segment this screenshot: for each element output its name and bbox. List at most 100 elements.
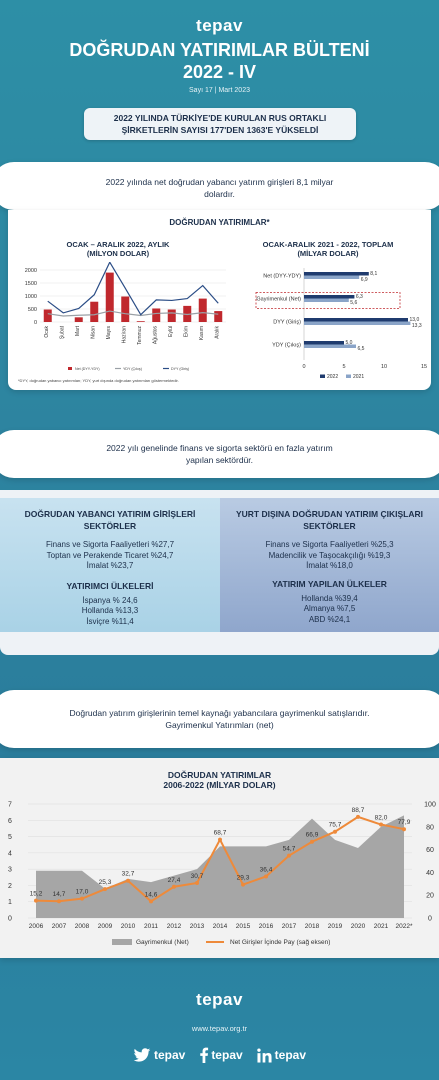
property-x-tick: 2013 xyxy=(190,923,205,930)
property-chart-title-line2: 2006-2022 (MİLYAR DOLAR) xyxy=(163,780,276,790)
headline-box: 2022 YILINDA TÜRKİYE'DE KURULAN RUS ORTA… xyxy=(84,108,356,140)
total-x-tick: 5 xyxy=(342,364,345,370)
monthly-y-tick: 1500 xyxy=(25,281,37,287)
property-share-label: 30,7 xyxy=(191,873,204,880)
property-share-point xyxy=(264,874,268,879)
monthly-x-tick: Mayıs xyxy=(106,326,112,340)
website-link[interactable]: www.tepav.org.tr xyxy=(191,1024,248,1033)
outflows-title: YURT DIŞINA DOĞRUDAN YATIRIM ÇIKIŞLARI S… xyxy=(220,508,439,532)
outflows-sectors-list: Finans ve Sigorta Faaliyetleri %25,3 Mad… xyxy=(220,540,439,572)
section3-lead-line1: Doğrudan yatırım girişlerinin temel kayn… xyxy=(69,708,370,718)
total-bar-2021 xyxy=(304,344,356,348)
monthly-x-tick: Şubat xyxy=(59,325,65,339)
property-share-point xyxy=(103,887,107,892)
total-legend-swatch xyxy=(346,374,351,378)
total-label-2022: 6,3 xyxy=(356,294,363,300)
monthly-x-tick: Eylül xyxy=(168,326,174,337)
inflows-sectors-list: Finans ve Sigorta Faaliyetleri %27,7 Top… xyxy=(0,540,220,572)
property-y-right-tick: 0 xyxy=(428,916,432,923)
property-share-point xyxy=(149,899,153,904)
total-legend-swatch xyxy=(320,374,325,378)
property-x-tick: 2018 xyxy=(305,923,320,930)
property-y-left-tick: 4 xyxy=(8,850,12,857)
total-x-tick: 0 xyxy=(302,364,305,370)
property-x-tick: 2012 xyxy=(167,923,182,930)
property-x-tick: 2009 xyxy=(98,923,113,930)
monthly-x-tick: Ağustos xyxy=(152,326,158,345)
property-y-left-tick: 5 xyxy=(8,834,12,841)
property-share-point xyxy=(57,899,61,904)
inflows-sector-item: İmalat %23,7 xyxy=(86,561,134,570)
property-share-point xyxy=(80,896,84,901)
property-y-right-tick: 60 xyxy=(426,847,434,854)
monthly-y-tick: 500 xyxy=(28,307,37,313)
monthly-bar xyxy=(214,311,223,322)
property-y-left-tick: 2 xyxy=(8,883,12,890)
property-y-left-tick: 6 xyxy=(8,818,12,825)
property-chart-title-line1: DOĞRUDAN YATIRIMLAR xyxy=(167,770,272,780)
monthly-y-tick: 0 xyxy=(34,320,37,326)
monthly-bar xyxy=(152,308,161,322)
facebook-icon xyxy=(200,1047,209,1063)
headline-line1: 2022 YILINDA TÜRKİYE'DE KURULAN RUS ORTA… xyxy=(113,113,327,123)
facebook-link[interactable]: tepav xyxy=(199,1047,243,1063)
total-category-label: Gayrimenkul (Net) xyxy=(256,297,301,303)
property-x-tick: 2008 xyxy=(75,923,90,930)
outflows-panel: YURT DIŞINA DOĞRUDAN YATIRIM ÇIKIŞLARI S… xyxy=(220,498,439,632)
property-share-point xyxy=(218,837,222,842)
property-y-right-tick: 100 xyxy=(424,802,436,809)
target-countries-title: YATIRIM YAPILAN ÜLKELER xyxy=(272,578,387,589)
section2-lead-line1: 2022 yılı genelinde finans ve sigorta se… xyxy=(106,443,333,453)
total-label-2021: 6,5 xyxy=(358,346,365,352)
property-share-label: 25,3 xyxy=(99,879,112,886)
total-bar-2022 xyxy=(304,295,355,299)
property-y-right-tick: 80 xyxy=(426,824,434,831)
investor-countries-list: İspanya % 24,6 Hollanda %13,3 İsviçre %1… xyxy=(0,596,220,628)
twitter-link[interactable]: tepav xyxy=(133,1047,186,1063)
property-x-tick: 2011 xyxy=(144,923,158,930)
property-legend-label: Gayrimenkul (Net) xyxy=(136,939,189,946)
total-bar-2022 xyxy=(304,318,408,322)
property-share-label: 75,7 xyxy=(329,822,342,829)
monthly-chart-title-line2: (MİLYON DOLAR) xyxy=(86,249,150,258)
property-x-tick: 2021 xyxy=(374,923,389,930)
monthly-x-tick: Nisan xyxy=(90,326,96,339)
property-x-tick: 2019 xyxy=(328,923,343,930)
property-x-tick: 2017 xyxy=(282,923,297,930)
monthly-ydy-line xyxy=(47,310,219,317)
property-y-right-tick: 40 xyxy=(426,870,434,877)
twitter-handle: tepav xyxy=(153,1048,186,1062)
total-bar-2021 xyxy=(304,298,349,302)
monthly-x-tick: Kasım xyxy=(199,326,205,340)
monthly-bar xyxy=(121,296,130,322)
linkedin-handle: tepav xyxy=(274,1048,307,1062)
investor-countries-title: YATIRIMCI ÜLKELERİ xyxy=(66,580,154,591)
property-share-point xyxy=(195,881,199,886)
property-x-tick: 2010 xyxy=(121,923,136,930)
property-share-point xyxy=(126,878,130,883)
target-country-item: ABD %24,1 xyxy=(308,614,351,624)
total-bar-2022 xyxy=(304,272,369,276)
inflows-title: DOĞRUDAN YABANCI YATIRIM GİRİŞLERİ SEKTÖ… xyxy=(0,508,220,532)
linkedin-link[interactable]: tepav xyxy=(256,1047,307,1063)
property-share-label: 66,9 xyxy=(306,832,319,839)
property-share-label: 68,7 xyxy=(214,830,227,837)
facebook-handle: tepav xyxy=(211,1048,243,1062)
property-share-point xyxy=(356,814,360,819)
property-share-label: 17,0 xyxy=(76,889,89,896)
property-share-label: 27,4 xyxy=(168,877,181,884)
monthly-legend-label: DYY (Giriş) xyxy=(171,367,189,371)
total-bar-2021 xyxy=(304,321,411,325)
property-share-label: 32,7 xyxy=(122,871,135,878)
direct-investments-title: DOĞRUDAN YATIRIMLAR* xyxy=(169,218,270,227)
investor-country-item: İspanya % 24,6 xyxy=(82,595,138,605)
monthly-bar xyxy=(198,298,207,322)
property-share-label: 82,0 xyxy=(375,815,388,822)
target-countries-list: Hollanda %39,4 Almanya %7,5 ABD %24,1 xyxy=(220,594,439,626)
property-chart-title: DOĞRUDAN YATIRIMLAR 2006-2022 (MİLYAR DO… xyxy=(0,770,439,790)
monthly-chart-title: OCAK – ARALIK 2022, AYLIK (MİLYON DOLAR) xyxy=(28,240,208,258)
page-title: DOĞRUDAN YATIRIMLAR BÜLTENİ xyxy=(69,40,370,60)
total-label-2021: 6,9 xyxy=(361,277,368,283)
total-highlight-box xyxy=(255,292,401,309)
monthly-bar xyxy=(105,272,114,322)
